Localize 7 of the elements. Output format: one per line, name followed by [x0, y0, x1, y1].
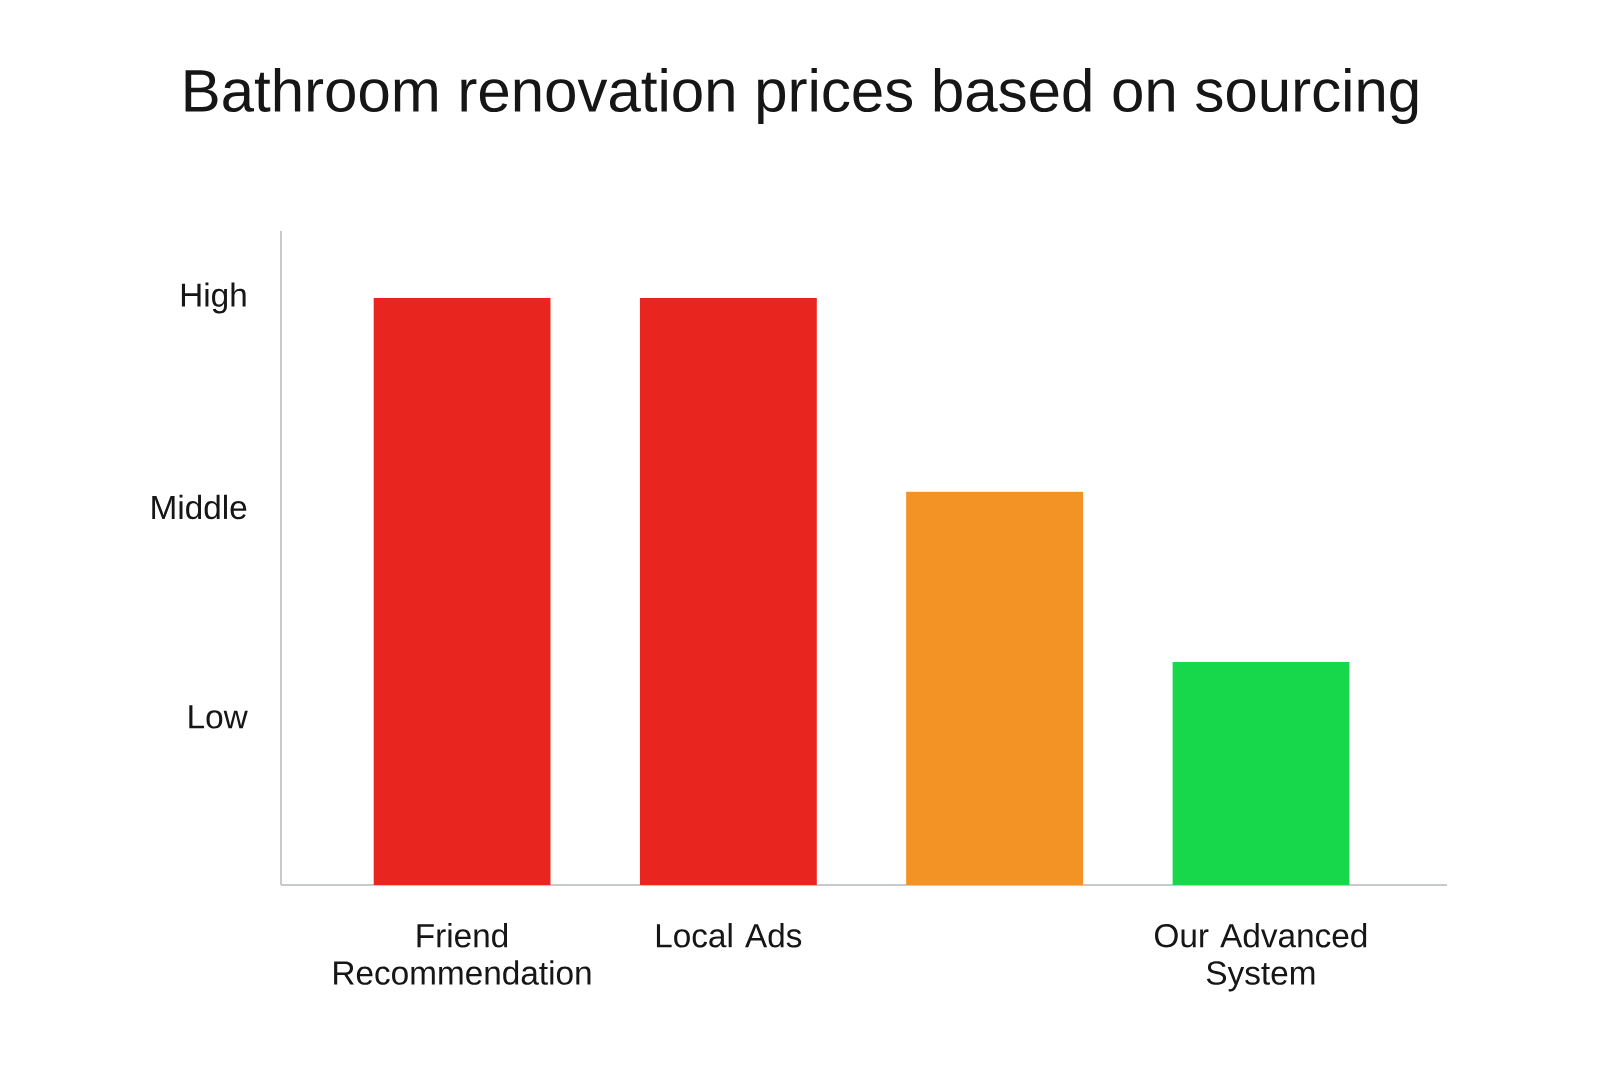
- chart-title: Bathroom renovation prices based on sourcing: [185, 68, 1418, 124]
- x-tick-label: Local Ads: [656, 923, 802, 948]
- x-tick-label: Friend Recommendation: [334, 923, 591, 985]
- text: High: [181, 282, 246, 314]
- text: Middle: [152, 494, 247, 520]
- text: Low: [189, 705, 248, 729]
- x-tick-label: Our Advanced System: [1155, 923, 1367, 992]
